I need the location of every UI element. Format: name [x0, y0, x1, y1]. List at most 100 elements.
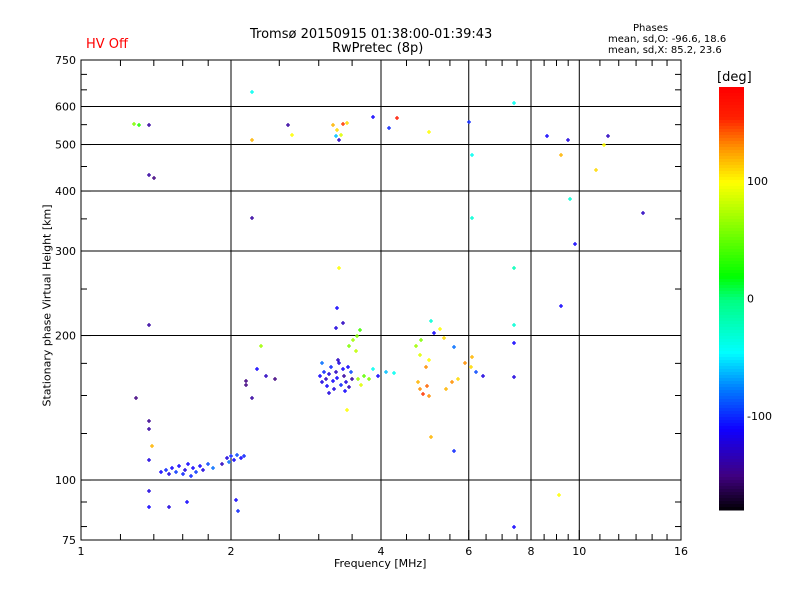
data-point — [327, 372, 331, 376]
data-point — [481, 374, 485, 378]
data-point — [452, 449, 456, 453]
colorbar-segment — [719, 402, 744, 406]
data-point — [331, 379, 335, 383]
data-point — [235, 453, 239, 457]
x-tick-label: 4 — [378, 545, 385, 558]
data-point — [236, 509, 240, 513]
data-point — [568, 197, 572, 201]
data-point — [376, 374, 380, 378]
colorbar-segment — [719, 462, 744, 466]
data-point — [167, 505, 171, 509]
colorbar-segment — [719, 333, 744, 337]
colorbar-segment — [719, 114, 744, 118]
colorbar-segment — [719, 255, 744, 259]
data-point — [220, 462, 224, 466]
colorbar-segment — [719, 483, 744, 487]
data-point — [342, 374, 346, 378]
colorbar-segment — [719, 405, 744, 409]
data-point — [419, 338, 423, 342]
data-point — [132, 122, 136, 126]
data-point — [152, 176, 156, 180]
colorbar-segment — [719, 162, 744, 166]
colorbar-segment — [719, 381, 744, 385]
data-point — [227, 460, 231, 464]
data-point — [286, 123, 290, 127]
colorbar-segment — [719, 297, 744, 301]
data-point — [559, 153, 563, 157]
data-point — [358, 328, 362, 332]
data-point — [250, 396, 254, 400]
data-point — [147, 419, 151, 423]
colorbar-segment — [719, 237, 744, 241]
colorbar-segment — [719, 438, 744, 442]
colorbar-segment — [719, 123, 744, 127]
data-point — [194, 470, 198, 474]
data-point — [225, 456, 229, 460]
colorbar-segment — [719, 468, 744, 472]
colorbar-segment — [719, 261, 744, 265]
data-point — [229, 454, 233, 458]
data-point — [167, 472, 171, 476]
data-point — [327, 391, 331, 395]
data-point — [335, 128, 339, 132]
colorbar-segment — [719, 147, 744, 151]
data-point — [341, 122, 345, 126]
colorbar-segment — [719, 375, 744, 379]
colorbar-segment — [719, 282, 744, 286]
data-point — [147, 323, 151, 327]
colorbar-segment — [719, 387, 744, 391]
data-point — [414, 344, 418, 348]
x-tick-label: 8 — [528, 545, 535, 558]
colorbar-segment — [719, 153, 744, 157]
data-point — [244, 379, 248, 383]
colorbar-segment — [719, 213, 744, 217]
data-point — [234, 498, 238, 502]
colorbar-segment — [719, 465, 744, 469]
data-point — [470, 355, 474, 359]
data-point — [264, 374, 268, 378]
data-point — [147, 123, 151, 127]
colorbar-segment — [719, 111, 744, 115]
colorbar-segment — [719, 420, 744, 424]
data-point — [250, 216, 254, 220]
hv-status: HV Off — [86, 37, 128, 52]
colorbar-segment — [719, 453, 744, 457]
colorbar-segment — [719, 273, 744, 277]
colorbar-segment — [719, 108, 744, 112]
colorbar-segment — [719, 396, 744, 400]
colorbar-segment — [719, 291, 744, 295]
colorbar-segment — [719, 159, 744, 163]
colorbar-segment — [719, 312, 744, 316]
data-point — [183, 468, 187, 472]
colorbar-segment — [719, 330, 744, 334]
colorbar-segment — [719, 399, 744, 403]
data-point — [371, 367, 375, 371]
data-point — [147, 505, 151, 509]
colorbar-segment — [719, 105, 744, 109]
data-point — [181, 472, 185, 476]
colorbar-tick-label: 100 — [747, 175, 768, 188]
data-point — [470, 216, 474, 220]
data-point — [371, 115, 375, 119]
colorbar-segment — [719, 393, 744, 397]
colorbar-segment — [719, 390, 744, 394]
data-point — [444, 387, 448, 391]
data-point — [324, 377, 328, 381]
colorbar-segment — [719, 444, 744, 448]
colorbar-segment — [719, 279, 744, 283]
colorbar-segment — [719, 351, 744, 355]
stats-x: mean, sd,X: 85.2, 23.6 — [608, 45, 722, 56]
colorbar-label: [deg] — [717, 70, 752, 85]
data-point — [355, 334, 359, 338]
data-point — [362, 374, 366, 378]
data-point — [206, 462, 210, 466]
data-point — [170, 466, 174, 470]
data-point — [273, 377, 277, 381]
data-point — [318, 374, 322, 378]
colorbar-segment — [719, 216, 744, 220]
y-tick-label: 100 — [55, 474, 76, 487]
data-point — [429, 319, 433, 323]
colorbar-segment — [719, 492, 744, 496]
y-tick-label: 200 — [55, 330, 76, 343]
data-point — [320, 361, 324, 365]
